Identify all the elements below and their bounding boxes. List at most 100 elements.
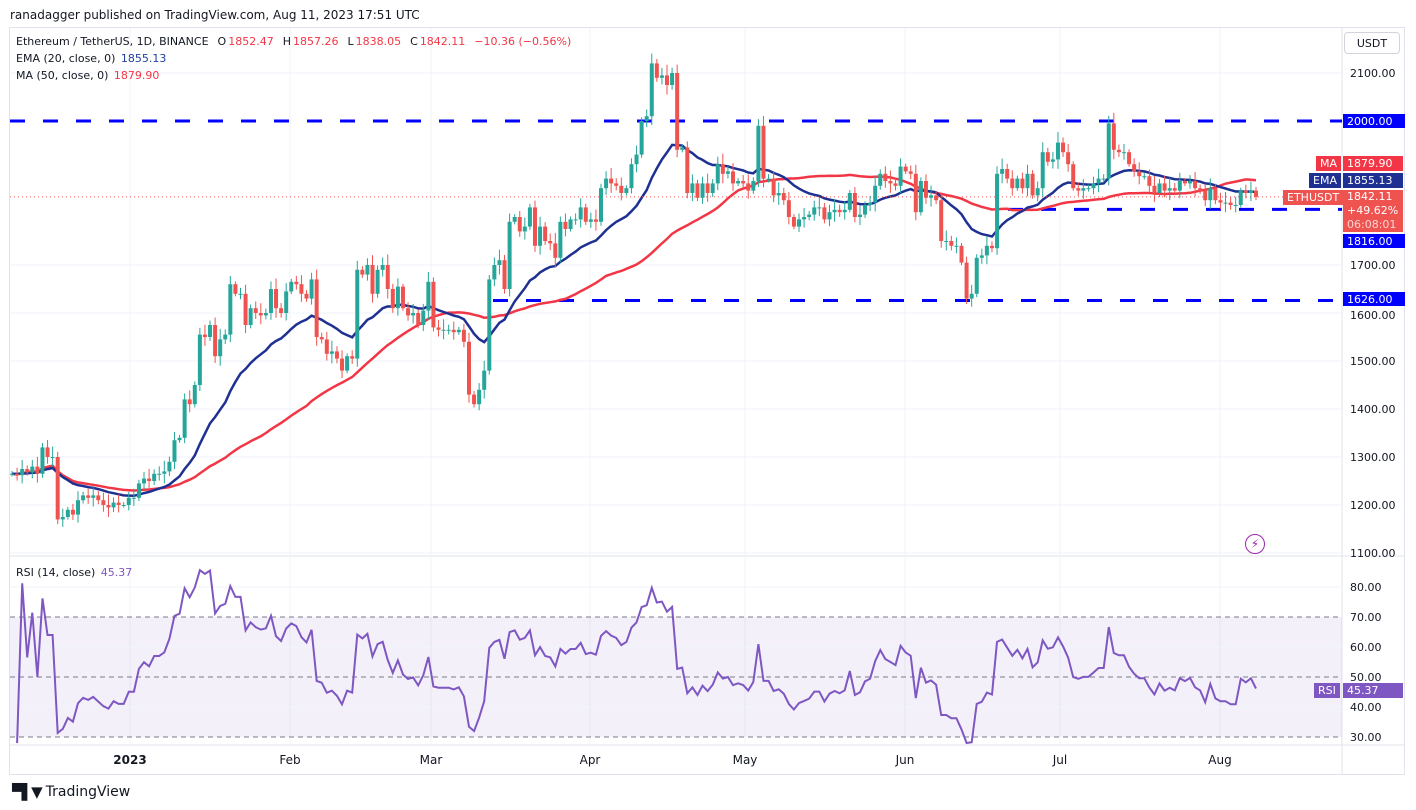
candle-body xyxy=(1172,188,1177,191)
candle-body xyxy=(502,260,507,289)
candle-body xyxy=(1162,183,1167,191)
candle-body xyxy=(1106,123,1111,179)
candle xyxy=(883,166,888,188)
candle xyxy=(213,317,218,363)
candle-body xyxy=(96,495,101,501)
candle xyxy=(101,492,106,512)
candle-body xyxy=(1228,202,1233,205)
candle xyxy=(1198,184,1203,194)
candle xyxy=(187,390,192,413)
candle-body xyxy=(208,325,213,337)
candle xyxy=(451,321,456,340)
candle xyxy=(1157,178,1162,197)
rsi-legend[interactable]: RSI (14, close) 45.37 xyxy=(16,566,134,579)
candle-body xyxy=(1071,164,1076,189)
candle xyxy=(1010,170,1015,196)
candle-body xyxy=(1187,181,1192,184)
tradingview-logo[interactable]: ▀▌▼ TradingView xyxy=(12,783,130,801)
candle xyxy=(1030,170,1035,199)
high-value: 1857.26 xyxy=(292,35,339,48)
candle xyxy=(736,178,741,186)
candle xyxy=(522,217,527,240)
candle-body xyxy=(279,308,284,313)
candle xyxy=(690,174,695,202)
candle-body xyxy=(35,466,40,474)
candle xyxy=(390,283,395,313)
price-tick-label: 1400.00 xyxy=(1350,403,1396,416)
rsi-axis-tag: RSI xyxy=(1314,683,1340,698)
candle-body xyxy=(532,207,537,246)
candle xyxy=(86,488,91,504)
candle xyxy=(1233,196,1238,213)
time-tick-label: Apr xyxy=(580,753,601,767)
candle-body xyxy=(50,457,55,458)
ma-legend[interactable]: MA (50, close, 0) 1879.90 xyxy=(16,69,161,82)
candle-body xyxy=(659,75,664,78)
candle xyxy=(1187,175,1192,189)
candle xyxy=(995,166,1000,255)
time-tick-label: Jun xyxy=(895,753,915,767)
candle xyxy=(939,192,944,248)
candle xyxy=(177,434,182,443)
candle xyxy=(324,331,329,361)
candle-body xyxy=(202,334,207,337)
candle-body xyxy=(147,478,152,481)
candle xyxy=(192,381,197,408)
candle-body xyxy=(583,207,588,222)
rsi-legend-label: RSI (14, close) xyxy=(16,566,96,579)
candle-body xyxy=(629,164,634,189)
candle-body xyxy=(1218,200,1223,203)
candle-body xyxy=(461,329,466,342)
candle-body xyxy=(685,147,690,193)
candle-body xyxy=(807,214,812,217)
chart-frame xyxy=(9,27,1405,775)
candle-body xyxy=(101,500,106,505)
candle xyxy=(934,190,939,205)
candle-body xyxy=(964,262,969,299)
candle xyxy=(1167,177,1172,201)
rsi-axis-value: 45.37 xyxy=(1343,683,1403,698)
candle xyxy=(1050,151,1055,169)
candle-body xyxy=(1132,164,1137,172)
candle xyxy=(304,290,309,302)
candle-body xyxy=(345,356,350,371)
candle-body xyxy=(1223,202,1228,204)
candle-body xyxy=(421,310,426,325)
level-badge-bg xyxy=(1343,114,1405,128)
ma-axis-value: 1879.90 xyxy=(1343,156,1403,171)
ema-legend[interactable]: EMA (20, close, 0) 1855.13 xyxy=(16,52,168,65)
currency-button[interactable]: USDT xyxy=(1344,32,1400,54)
high-label: H xyxy=(282,35,291,48)
candle-body xyxy=(1030,173,1035,196)
candle-body xyxy=(1096,178,1101,184)
candle xyxy=(558,216,563,263)
candle-body xyxy=(1076,188,1081,191)
candle-body xyxy=(1147,176,1152,186)
candle xyxy=(492,257,497,287)
candle xyxy=(695,179,700,202)
candle xyxy=(532,200,537,252)
candle xyxy=(172,431,177,470)
candle xyxy=(340,350,345,379)
candle-body xyxy=(1081,188,1086,191)
candle-body xyxy=(649,63,654,117)
candle-body xyxy=(60,517,65,520)
candle-body xyxy=(1254,190,1258,197)
lightning-icon[interactable]: ⚡ xyxy=(1245,534,1265,554)
candle xyxy=(797,213,802,232)
last-price-badge: 1842.11 +49.62% 06:08:01 xyxy=(1343,190,1403,232)
candle xyxy=(350,350,355,364)
candle-body xyxy=(934,195,939,201)
candle xyxy=(1106,115,1111,186)
candle-body xyxy=(873,185,878,203)
price-tick-label: 2100.00 xyxy=(1350,67,1396,80)
candle-body xyxy=(812,207,817,215)
candle-body xyxy=(106,505,111,508)
candle-body xyxy=(670,73,675,85)
candle-body xyxy=(1086,188,1091,190)
candle-body xyxy=(731,171,736,184)
candle-body xyxy=(568,219,573,229)
candle xyxy=(715,156,720,191)
candle xyxy=(142,471,147,490)
